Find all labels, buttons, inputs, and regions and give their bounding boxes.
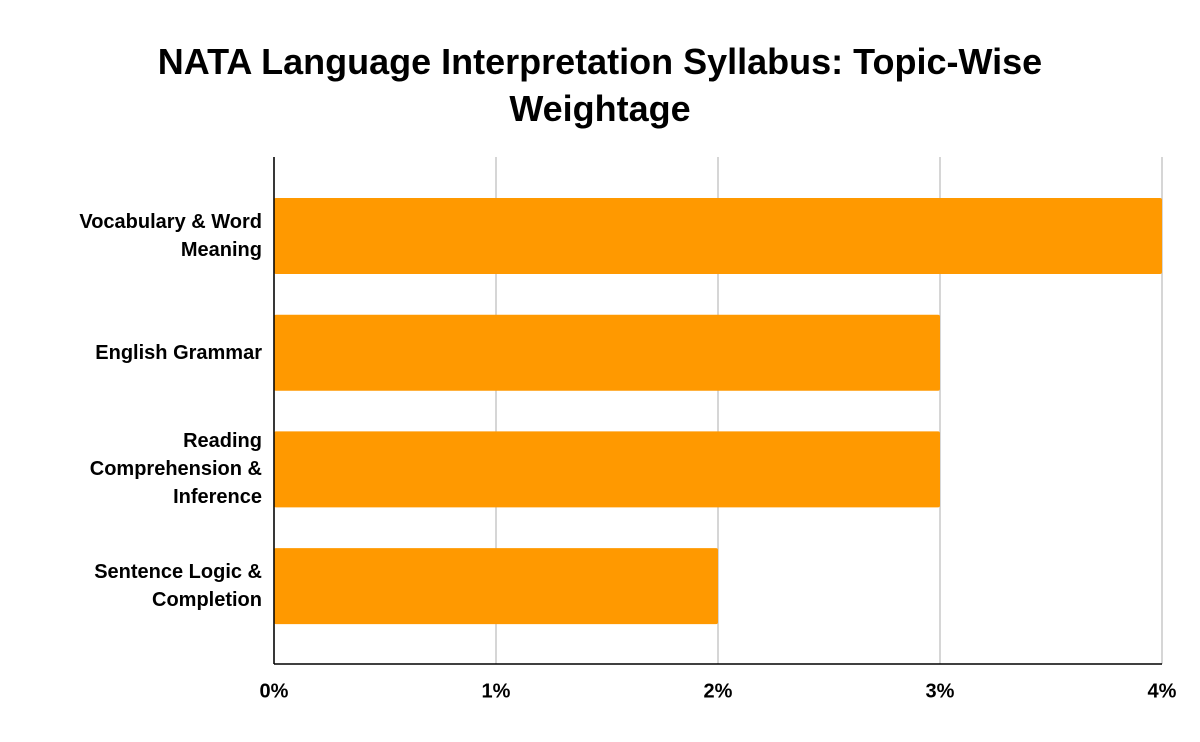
x-tick-label: 0%	[260, 680, 289, 702]
bar	[274, 314, 940, 391]
y-tick-label: Sentence Logic & Completion	[94, 561, 262, 612]
bar	[274, 431, 940, 508]
x-tick-label: 2%	[704, 680, 733, 702]
x-tick-label: 3%	[926, 680, 955, 702]
y-tick-label: Vocabulary & Word Meaning	[79, 211, 262, 261]
y-tick-label: Reading Comprehension & Inference	[89, 430, 262, 509]
x-tick-label: 4%	[1148, 680, 1177, 702]
bar	[274, 198, 1162, 274]
x-tick-label: 1%	[482, 680, 511, 702]
y-tick-label: English Grammar	[95, 341, 262, 364]
bar	[274, 548, 718, 625]
chart-title: NATA Language Interpretation Syllabus: T…	[157, 41, 1043, 129]
